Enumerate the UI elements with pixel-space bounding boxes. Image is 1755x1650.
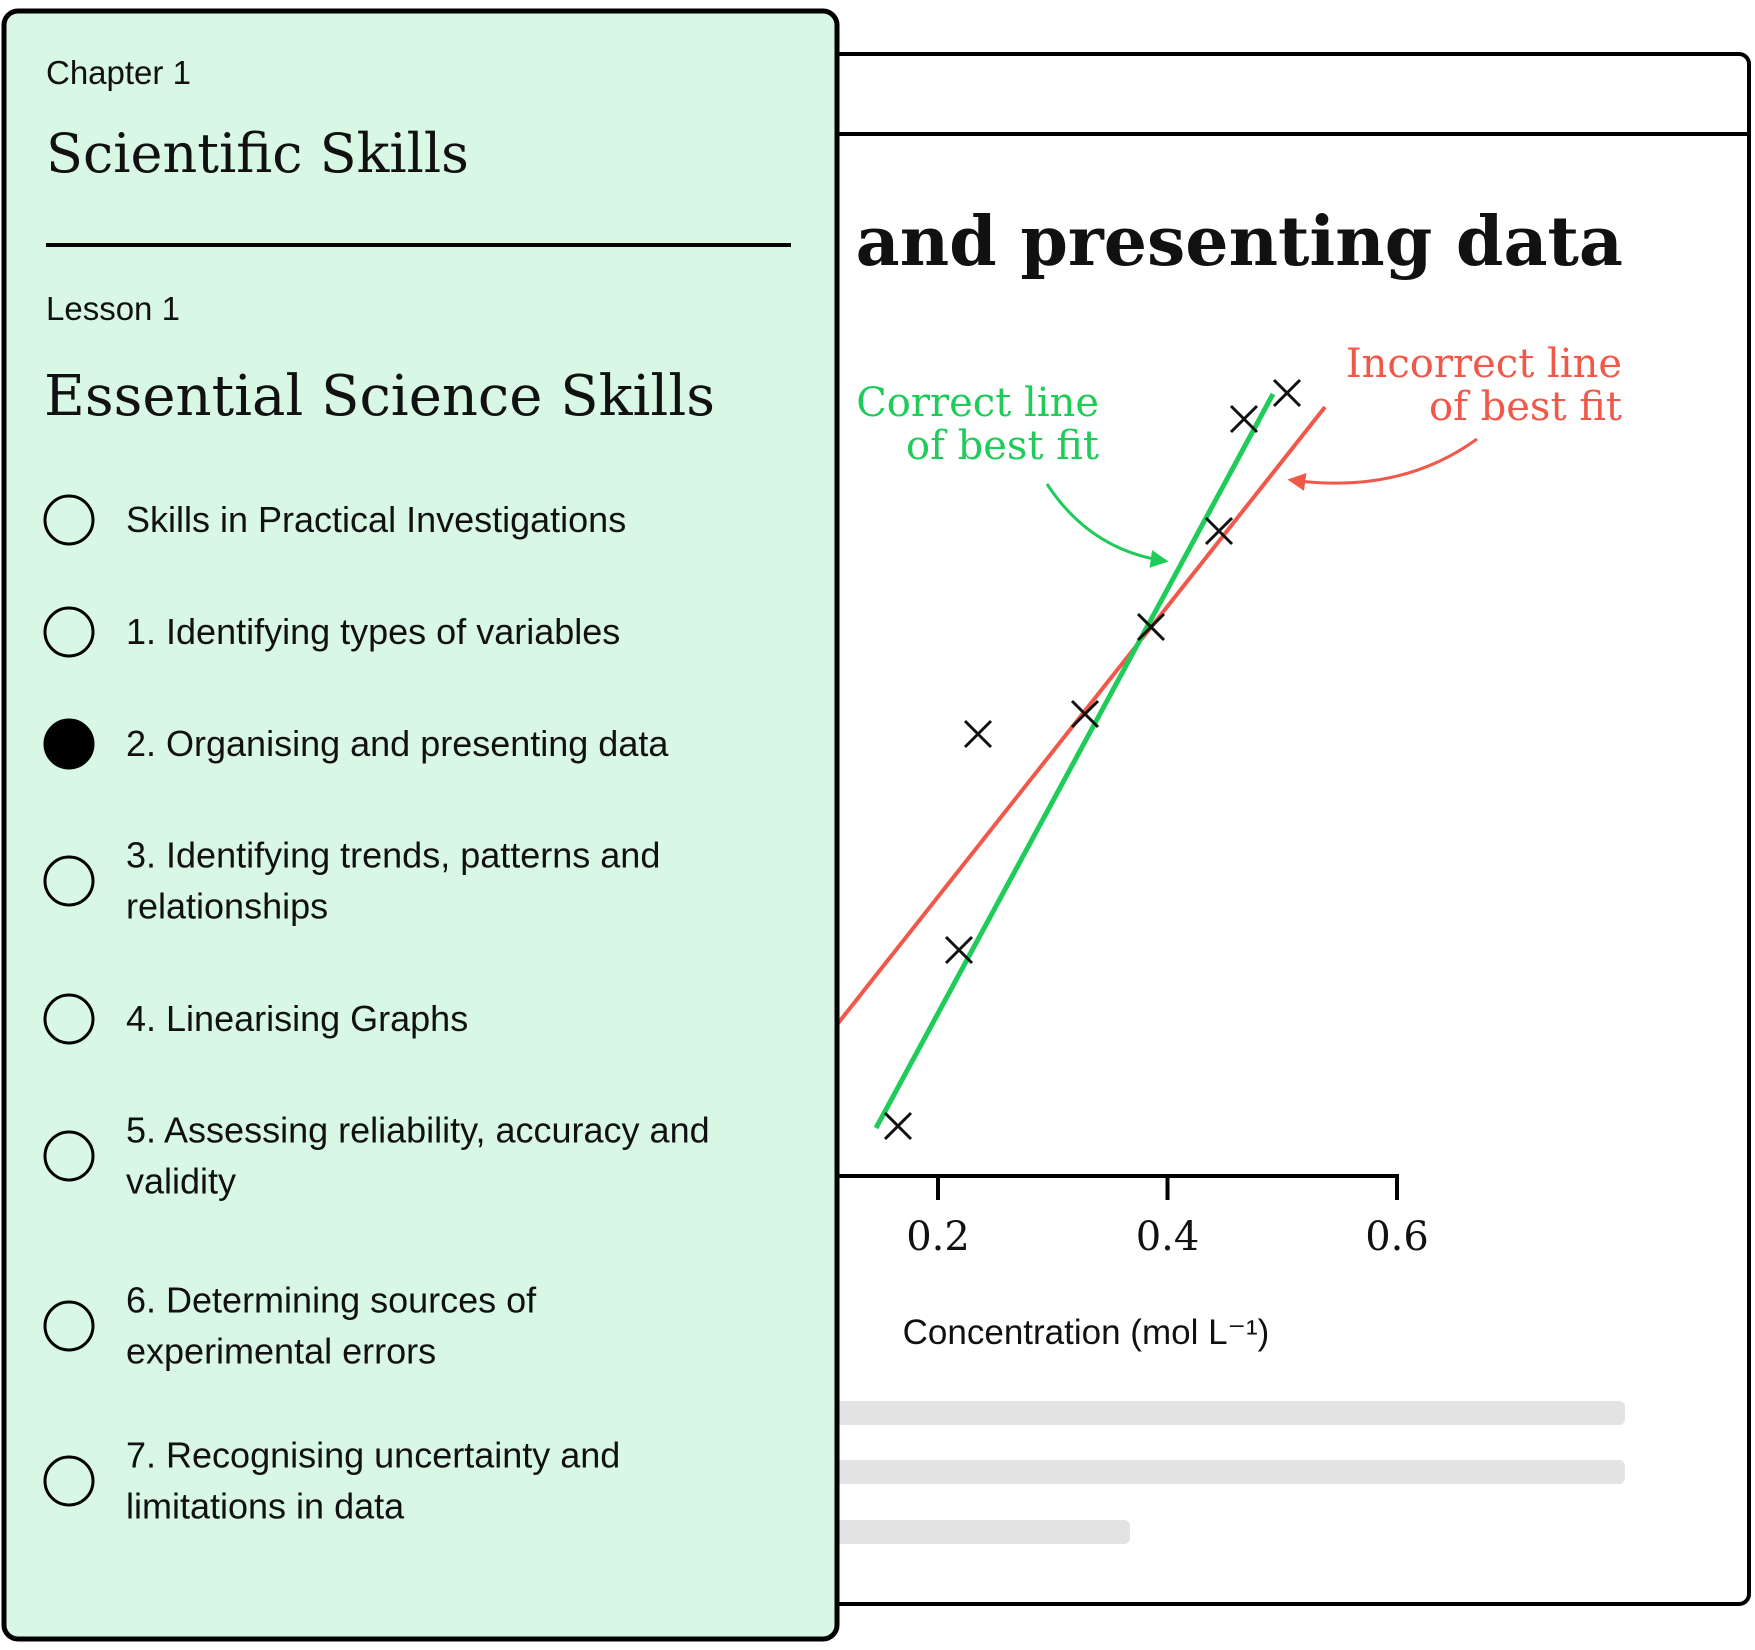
annotation-line: Incorrect line — [1346, 341, 1622, 387]
lesson-item-text[interactable]: experimental errors — [126, 1331, 436, 1372]
chapter-title: Scientific Skills — [46, 122, 469, 185]
x-tick-label: 0.2 — [906, 1214, 970, 1260]
data-points — [883, 378, 1302, 1141]
correct-fit-line — [873, 392, 1276, 1130]
lesson-list: Skills in Practical Investigations 1. Ide… — [43, 494, 710, 1527]
lesson-item[interactable]: 1. Identifying types of variables — [43, 606, 620, 658]
cross — [1229, 404, 1259, 434]
lesson-item-text[interactable]: relationships — [126, 886, 328, 927]
lesson-item-text[interactable]: 5. Assessing reliability, accuracy and — [126, 1110, 710, 1151]
lesson-item-text[interactable]: 3. Identifying trends, patterns and — [126, 835, 660, 876]
radio[interactable] — [43, 993, 95, 1045]
radio[interactable] — [43, 1455, 95, 1507]
annotation-line: of best fit — [1429, 384, 1622, 430]
article-frame — [778, 52, 1751, 1606]
x-tick-label: 0.6 — [1365, 1214, 1429, 1260]
cross — [963, 719, 993, 749]
x-tick-label: 0.4 — [1136, 1214, 1200, 1260]
x-axis-label: Concentration (mol L⁻¹) — [903, 1313, 1270, 1352]
lesson-item-text[interactable]: 2. Organising and presenting data — [126, 723, 669, 764]
radio-selected[interactable] — [43, 718, 95, 770]
cross — [883, 1111, 913, 1141]
chapter-label: Chapter 1 — [46, 54, 191, 91]
radio[interactable] — [43, 1300, 95, 1352]
lesson-item[interactable]: 4. Linearising Graphs — [43, 993, 468, 1045]
incorrect-arrow — [1287, 437, 1478, 491]
lesson-title: Essential Science Skills — [44, 364, 715, 429]
cross — [1136, 612, 1166, 642]
lesson-item-text[interactable]: limitations in data — [126, 1486, 405, 1527]
cross — [944, 935, 974, 965]
lesson-item[interactable]: Skills in Practical Investigations — [43, 494, 626, 546]
lesson-panel-frame — [1, 8, 840, 1642]
lesson-label: Lesson 1 — [46, 290, 180, 327]
radio[interactable] — [43, 855, 95, 907]
lesson-item-text[interactable]: validity — [126, 1161, 236, 1202]
lesson-item[interactable]: 7. Recognising uncertainty and limitation… — [43, 1435, 620, 1527]
placeholder-bar — [800, 1460, 1625, 1484]
lesson-item-text[interactable]: 1. Identifying types of variables — [126, 611, 620, 652]
cross — [1272, 378, 1302, 408]
lesson-panel: Chapter 1 Scientific Skills Lesson 1 Ess… — [1, 8, 840, 1642]
lesson-item-text[interactable]: 7. Recognising uncertainty and — [126, 1435, 620, 1476]
placeholder-bar — [800, 1401, 1625, 1425]
cross — [1204, 516, 1234, 546]
radio[interactable] — [43, 494, 95, 546]
radio[interactable] — [43, 606, 95, 658]
radio[interactable] — [43, 1130, 95, 1182]
lesson-item-text[interactable]: 4. Linearising Graphs — [126, 998, 468, 1039]
lesson-item-text[interactable]: 6. Determining sources of — [126, 1280, 537, 1321]
x-ticks: 0.2 0.4 0.6 — [906, 1176, 1429, 1260]
lesson-item-text[interactable]: Skills in Practical Investigations — [126, 499, 626, 540]
article-title: ing and presenting data — [709, 202, 1623, 282]
cross — [1070, 699, 1100, 729]
annotation-line: Correct line — [856, 380, 1099, 426]
lesson-item[interactable]: 5. Assessing reliability, accuracy and va… — [43, 1110, 710, 1202]
lesson-item[interactable]: 3. Identifying trends, patterns and relat… — [43, 835, 660, 927]
lesson-item[interactable]: 6. Determining sources of experimental er… — [43, 1280, 537, 1372]
lesson-item[interactable]: 2. Organising and presenting data — [43, 718, 669, 770]
annotation-line: of best fit — [906, 423, 1099, 469]
placeholder-bar — [800, 1520, 1130, 1544]
correct-arrow — [1045, 483, 1169, 568]
